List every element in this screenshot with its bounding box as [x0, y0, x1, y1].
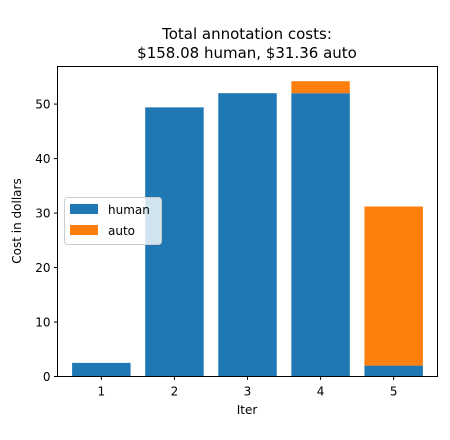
x-axis-label: Iter [237, 403, 258, 417]
y-tick-label-50: 50 [35, 98, 50, 112]
legend-label-human: human [108, 203, 150, 217]
x-tick-label-4: 4 [317, 385, 325, 399]
bar-human-iter-1 [72, 362, 131, 377]
bar-human-iter-3 [218, 93, 277, 377]
y-tick-label-10: 10 [35, 316, 50, 330]
bar-human-iter-5 [364, 365, 423, 377]
bar-auto-iter-5 [364, 206, 423, 366]
x-tick-label-3: 3 [244, 385, 252, 399]
chart-title-line-1: Total annotation costs: [161, 25, 332, 43]
bars-group [72, 81, 423, 377]
plot-frame [57, 66, 438, 377]
legend-label-auto: auto [108, 224, 135, 238]
y-tick-label-30: 30 [35, 207, 50, 221]
bar-auto-iter-4 [291, 81, 350, 94]
y-tick-label-0: 0 [43, 370, 51, 384]
y-tick-label-40: 40 [35, 152, 50, 166]
x-tick-label-2: 2 [171, 385, 179, 399]
bar-human-iter-4 [291, 93, 350, 377]
legend-swatch-human [70, 204, 98, 214]
y-axis-label: Cost in dollars [10, 178, 24, 263]
y-tick-label-20: 20 [35, 261, 50, 275]
legend-swatch-auto [70, 225, 98, 235]
x-tick-label-5: 5 [390, 385, 398, 399]
x-axis-ticks: 1 2 3 4 5 [98, 376, 398, 399]
x-tick-label-1: 1 [98, 385, 106, 399]
legend: human auto [64, 197, 162, 245]
y-axis-ticks: 0 10 20 30 40 50 [35, 98, 58, 384]
chart-title-line-2: $158.08 human, $31.36 auto [137, 44, 357, 62]
